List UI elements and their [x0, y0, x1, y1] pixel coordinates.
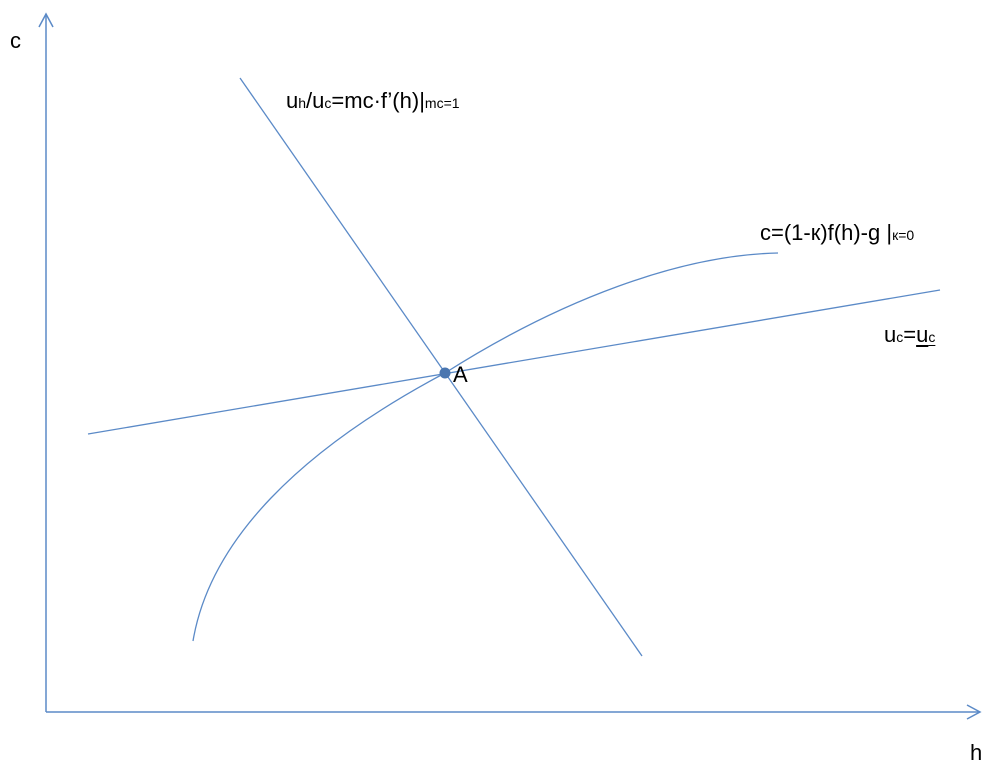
point-a-marker — [439, 367, 451, 379]
x-axis-arrowhead — [966, 704, 982, 720]
point-a-label: A — [453, 362, 468, 387]
y-axis-arrowhead — [38, 12, 54, 28]
budget-equation: c=(1-к)f(h)-g | — [760, 220, 893, 245]
x-axis-label: h — [970, 740, 983, 765]
indifference-line-label: uc=uc — [884, 322, 935, 348]
foc-equation-rest: =mc·f’(h)| — [331, 88, 425, 113]
budget-curve-label: c=(1-к)f(h)-g |к=0 — [760, 220, 914, 246]
budget-curve — [192, 252, 779, 642]
indiff-c-subscript: c — [896, 329, 904, 345]
budget-condition: к=0 — [892, 227, 915, 243]
y-axis-label: c — [10, 28, 21, 53]
indiff-u: u — [884, 322, 897, 347]
foc-line — [239, 77, 643, 657]
indiff-c-underlined: c — [928, 329, 936, 345]
foc-line-label: uh/uc=mc·f’(h)|mc=1 — [286, 88, 460, 114]
foc-condition: mc=1 — [424, 95, 460, 111]
indiff-equals: = — [903, 322, 917, 347]
indiff-u-underlined: u — [916, 322, 929, 347]
foc-u1: u — [286, 88, 299, 113]
foc-slash-u: /u — [306, 88, 325, 113]
foc-h-subscript: h — [298, 95, 307, 111]
indifference-line — [87, 289, 941, 435]
foc-c-subscript: c — [324, 95, 332, 111]
